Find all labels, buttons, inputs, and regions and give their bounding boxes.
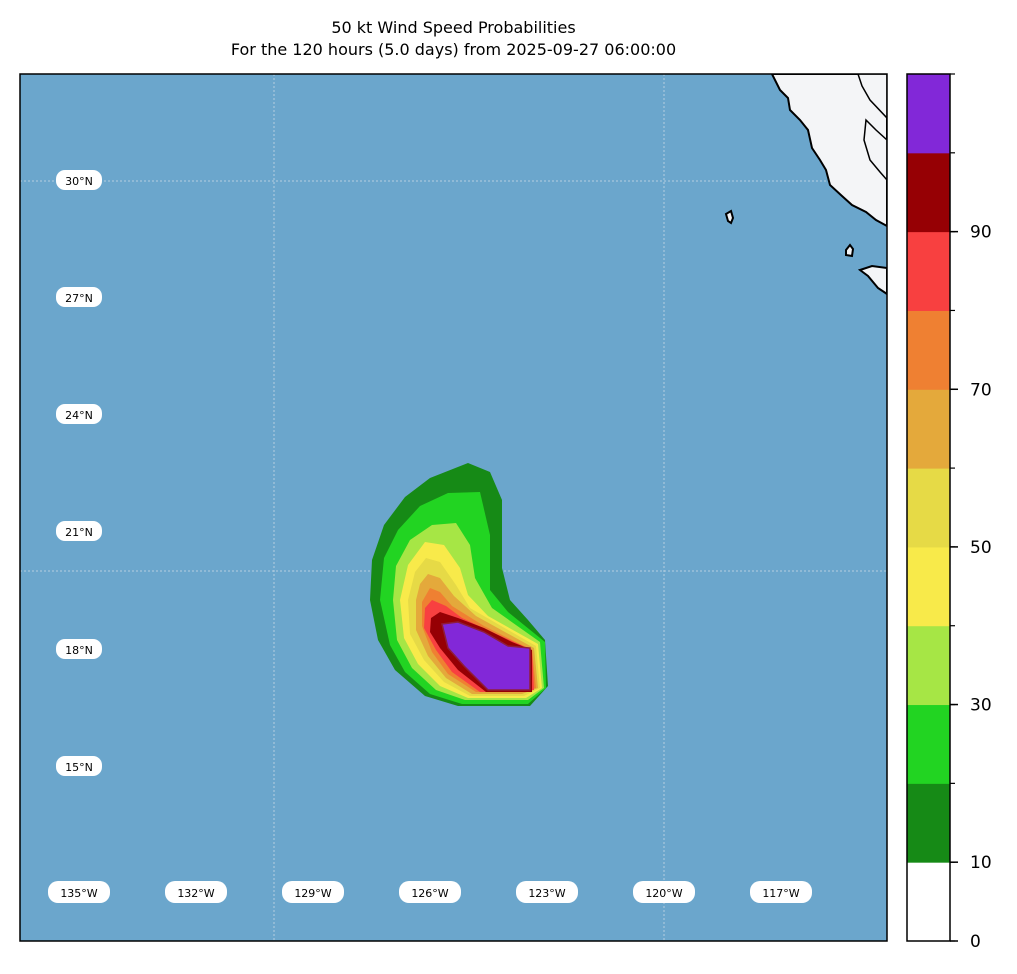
colorbar-tick-label: 10: [970, 853, 992, 873]
colorbar-segment: [907, 468, 950, 548]
lon-label-129: 129°W: [294, 887, 331, 900]
colorbar-segment: [907, 231, 950, 311]
island-guadalupe: [724, 209, 735, 225]
lat-labels: 30°N 27°N 24°N 21°N 18°N 15°N: [56, 170, 102, 776]
lon-label-123: 123°W: [528, 887, 565, 900]
lon-label-117: 117°W: [762, 887, 799, 900]
lat-label-18: 18°N: [65, 644, 93, 657]
colorbar-tick-label: 50: [970, 538, 992, 558]
lat-label-21: 21°N: [65, 526, 93, 539]
colorbar-segment: [907, 74, 950, 154]
colorbar-segment: [907, 389, 950, 469]
lat-label-30: 30°N: [65, 175, 93, 188]
lon-label-132: 132°W: [177, 887, 214, 900]
lon-label-135: 135°W: [60, 887, 97, 900]
contour-100: [441, 621, 531, 691]
land-baja-california: [770, 74, 887, 228]
colorbar-segment: [907, 546, 950, 627]
land-mainland-coast: [857, 264, 887, 296]
lat-label-15: 15°N: [65, 761, 93, 774]
map-frame: [19, 73, 888, 942]
chart-subtitle: For the 120 hours (5.0 days) from 2025-0…: [230, 40, 677, 59]
colorbar-segment: [907, 625, 950, 706]
lon-labels: 135°W 132°W 129°W 126°W 123°W 120°W 117°…: [48, 881, 812, 903]
colorbar-frame: [906, 73, 951, 942]
island-cedros: [845, 243, 855, 258]
land-upper-coast: [857, 74, 887, 120]
colorbar-segment: [907, 862, 950, 942]
colorbar: 0 10 30 50 70 90: [906, 73, 992, 952]
colorbar-segment: [907, 783, 950, 863]
probability-contours: [370, 463, 548, 706]
colorbar-tick-label: 70: [970, 380, 992, 400]
colorbar-segment: [907, 704, 950, 784]
chart-title: 50 kt Wind Speed Probabilities: [331, 18, 576, 37]
lon-label-120: 120°W: [645, 887, 682, 900]
colorbar-tick-label: 0: [970, 932, 981, 952]
lat-label-24: 24°N: [65, 409, 93, 422]
colorbar-tick-label: 90: [970, 223, 992, 243]
colorbar-tick-label: 30: [970, 696, 992, 716]
lon-label-126: 126°W: [411, 887, 448, 900]
colorbar-segment: [907, 310, 950, 390]
colorbar-segment: [907, 152, 950, 233]
lat-label-27: 27°N: [65, 292, 93, 305]
land-mainland-north: [863, 118, 887, 182]
